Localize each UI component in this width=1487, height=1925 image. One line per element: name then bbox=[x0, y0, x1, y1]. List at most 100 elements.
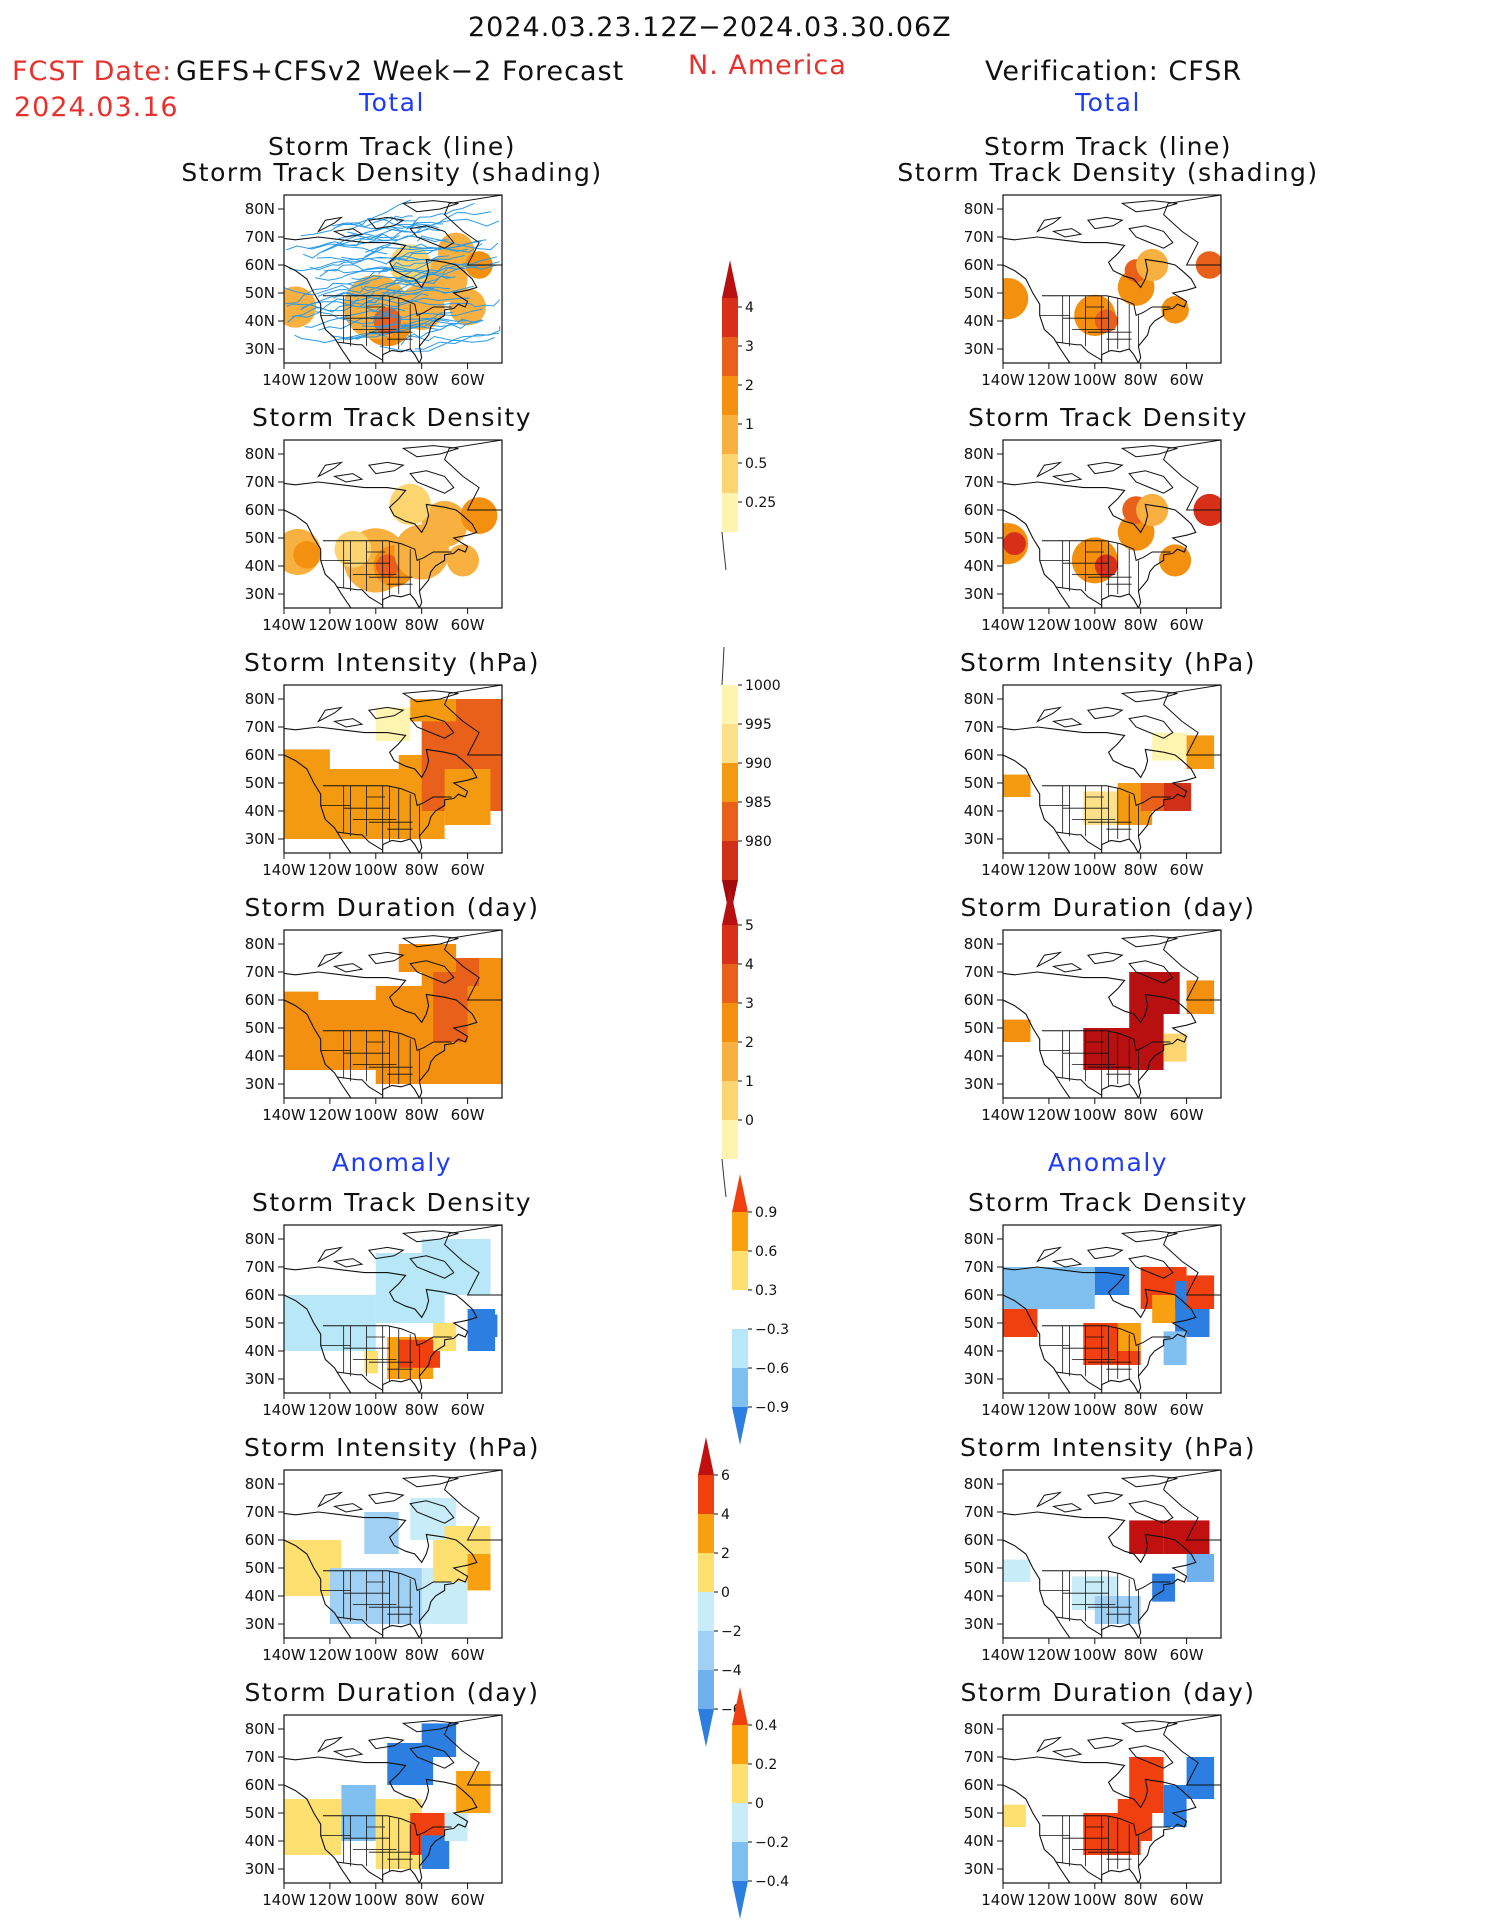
colorbar-segment bbox=[722, 1042, 738, 1081]
lon-tick-label: 100W bbox=[1073, 1106, 1117, 1124]
shade-cell bbox=[1003, 1804, 1026, 1827]
island-outline bbox=[1086, 461, 1124, 475]
border-us-mexico bbox=[1055, 1076, 1102, 1096]
storm-track-line bbox=[367, 283, 451, 304]
lon-tick-label: 140W bbox=[262, 1401, 306, 1419]
colorbar-segment bbox=[698, 1592, 714, 1631]
shade-cell bbox=[1094, 309, 1118, 333]
shade-cell bbox=[1136, 493, 1169, 527]
colorbar-arrow-top bbox=[698, 1437, 714, 1475]
colorbar-segment bbox=[722, 724, 738, 763]
colorbar-label: 990 bbox=[745, 756, 772, 772]
lat-tick-label: 30N bbox=[245, 830, 275, 848]
lat-tick-label: 50N bbox=[245, 1019, 275, 1037]
title-intensity-left: Storm Intensity (hPa) bbox=[244, 648, 540, 677]
map-content bbox=[1003, 1470, 1221, 1638]
colorbar-segment bbox=[732, 1212, 748, 1251]
island-outline bbox=[1128, 960, 1174, 984]
lat-tick-label: 80N bbox=[245, 1475, 275, 1493]
colorbar-label: 995 bbox=[745, 717, 772, 733]
coastline bbox=[284, 726, 478, 853]
lon-tick-label: 120W bbox=[1027, 861, 1071, 879]
map-frame bbox=[1002, 684, 1222, 854]
map-content bbox=[284, 440, 502, 608]
island-outline bbox=[444, 1225, 502, 1296]
lon-tick-label: 140W bbox=[981, 1401, 1025, 1419]
storm-track-line bbox=[414, 326, 501, 350]
colorbar-tail bbox=[721, 531, 727, 571]
island-outline bbox=[332, 1503, 364, 1513]
island-outline bbox=[444, 930, 502, 1001]
coastline bbox=[284, 481, 478, 608]
lon-tick-label: 120W bbox=[1027, 371, 1071, 389]
colorbar-label: 1 bbox=[745, 1074, 754, 1090]
shade-cell bbox=[329, 1568, 399, 1624]
lon-tick-label: 140W bbox=[981, 861, 1025, 879]
colorbar-label: 0 bbox=[755, 1796, 764, 1812]
shade-cell bbox=[398, 944, 457, 972]
lon-tick-label: 60W bbox=[1170, 1106, 1204, 1124]
lon-tick-label: 80W bbox=[1124, 1401, 1158, 1419]
lon-tick-label: 60W bbox=[451, 1646, 485, 1664]
shade-cell bbox=[1003, 1559, 1031, 1582]
storm-track-line bbox=[294, 332, 387, 344]
map-content bbox=[1003, 440, 1221, 608]
island-outline bbox=[401, 690, 459, 703]
storm-track-line bbox=[417, 235, 499, 251]
storm-track-line bbox=[400, 319, 483, 346]
lat-tick-label: 50N bbox=[245, 529, 275, 547]
lat-tick-label: 70N bbox=[245, 718, 275, 736]
lat-tick-label: 60N bbox=[245, 256, 275, 274]
island-outline bbox=[1051, 1258, 1083, 1268]
shade-cell bbox=[1094, 554, 1118, 578]
lon-tick-label: 60W bbox=[1170, 861, 1204, 879]
island-outline bbox=[1128, 1255, 1174, 1279]
shade-cell bbox=[1186, 735, 1215, 769]
island-outline bbox=[1163, 1715, 1221, 1786]
lat-tick-label: 70N bbox=[245, 473, 275, 491]
lon-tick-label: 100W bbox=[1073, 1891, 1117, 1909]
map-frame bbox=[283, 929, 503, 1099]
shade-cell bbox=[467, 986, 496, 1056]
border-us-mexico bbox=[1055, 1371, 1102, 1391]
lat-tick-label: 40N bbox=[964, 557, 994, 575]
storm-track-line bbox=[317, 286, 402, 297]
lat-tick-label: 50N bbox=[964, 1559, 994, 1577]
shade-cell bbox=[1163, 1520, 1210, 1554]
lon-tick-label: 100W bbox=[354, 1401, 398, 1419]
lon-tick-label: 140W bbox=[981, 1891, 1025, 1909]
map-content bbox=[284, 930, 502, 1098]
shade-cell bbox=[479, 1314, 498, 1337]
colorbar-label: 0.4 bbox=[755, 1718, 777, 1734]
island-outline bbox=[317, 706, 344, 723]
map-content bbox=[1003, 195, 1221, 363]
island-outline bbox=[1036, 951, 1063, 968]
border-us-mexico bbox=[1055, 831, 1102, 851]
storm-track-line bbox=[307, 232, 383, 250]
lat-tick-label: 70N bbox=[245, 1503, 275, 1521]
colorbar-anom-density: 0.9 0.6 0.3 −0.3 −0.6 −0.9 bbox=[732, 1174, 789, 1445]
shade-cell bbox=[334, 530, 372, 568]
map-content bbox=[284, 1470, 502, 1638]
lon-tick-label: 100W bbox=[1073, 616, 1117, 634]
lat-tick-label: 60N bbox=[245, 1286, 275, 1304]
coastline bbox=[284, 1511, 478, 1638]
colorbar-segment bbox=[722, 337, 738, 376]
map-panel: 80N 70N 60N 50N 40N 30N 140W 120W 100W 80W 60W bbox=[245, 1469, 503, 1664]
lat-tick-label: 40N bbox=[245, 1832, 275, 1850]
map-frame bbox=[283, 1714, 503, 1884]
shade-cell bbox=[1003, 774, 1031, 797]
colorbar-label: 0.9 bbox=[755, 1205, 777, 1221]
lon-tick-label: 100W bbox=[1073, 1646, 1117, 1664]
colorbar-segment bbox=[722, 493, 738, 532]
shade-cell bbox=[1003, 1309, 1038, 1337]
border-us-mexico bbox=[1055, 1616, 1102, 1636]
shade-cell bbox=[1152, 972, 1180, 1014]
lon-tick-label: 140W bbox=[262, 371, 306, 389]
storm-track-line bbox=[377, 246, 468, 260]
storm-track-line bbox=[334, 241, 432, 253]
map-frame bbox=[1002, 194, 1222, 364]
shade-cell bbox=[1003, 1019, 1031, 1042]
lon-tick-label: 120W bbox=[308, 371, 352, 389]
lon-tick-label: 140W bbox=[262, 616, 306, 634]
